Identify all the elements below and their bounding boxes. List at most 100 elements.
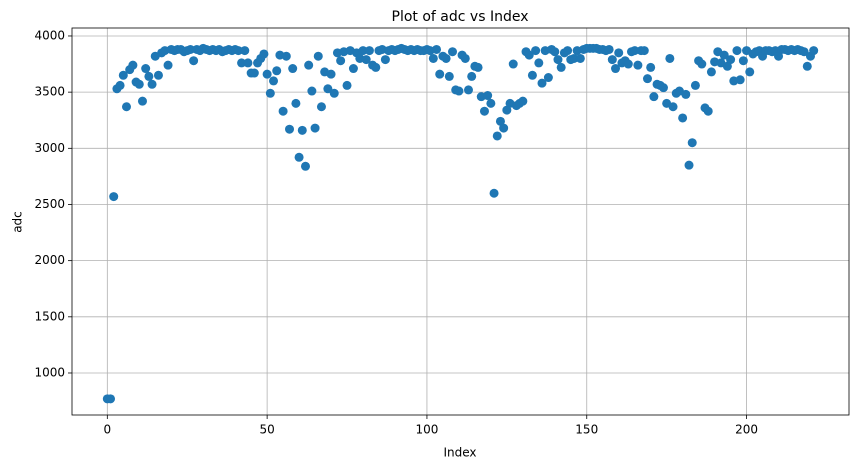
- x-tick-label: 150: [575, 423, 598, 437]
- point: [467, 71, 477, 81]
- y-tick-label: 4000: [34, 28, 65, 42]
- point: [329, 88, 339, 98]
- point: [531, 46, 541, 56]
- point: [147, 79, 157, 89]
- point: [738, 56, 748, 66]
- point: [646, 62, 656, 72]
- point: [269, 76, 279, 86]
- point: [668, 102, 678, 112]
- x-tick-label: 200: [735, 423, 758, 437]
- chart-title: Plot of adc vs Index: [392, 9, 529, 25]
- point: [569, 53, 579, 63]
- point: [364, 46, 374, 56]
- x-tick-label: 100: [415, 423, 438, 437]
- point: [380, 55, 390, 65]
- point: [534, 58, 544, 68]
- point: [527, 70, 537, 80]
- point: [604, 44, 614, 54]
- point: [473, 62, 483, 72]
- point: [809, 46, 819, 56]
- point: [144, 71, 154, 81]
- point: [697, 59, 707, 69]
- point: [719, 50, 729, 60]
- point: [278, 106, 288, 116]
- point: [607, 55, 617, 65]
- point: [304, 60, 314, 70]
- point: [342, 80, 352, 90]
- point: [575, 53, 585, 63]
- point: [326, 69, 336, 79]
- point: [358, 46, 368, 56]
- point: [665, 53, 675, 63]
- point: [106, 394, 116, 404]
- y-tick-label: 3500: [34, 85, 65, 99]
- point: [537, 78, 547, 88]
- point: [121, 102, 131, 112]
- point: [703, 106, 713, 116]
- point: [454, 86, 464, 96]
- point: [444, 71, 454, 81]
- point: [435, 69, 445, 79]
- point: [163, 60, 173, 70]
- point: [681, 89, 691, 99]
- point: [291, 98, 301, 108]
- point: [687, 138, 697, 148]
- point: [678, 113, 688, 123]
- point: [611, 64, 621, 74]
- y-tick-label: 2500: [34, 197, 65, 211]
- point: [518, 96, 528, 106]
- point: [371, 62, 381, 72]
- point: [502, 105, 512, 115]
- point: [463, 85, 473, 95]
- point: [563, 46, 573, 56]
- point: [543, 73, 553, 83]
- point: [237, 58, 247, 68]
- point: [649, 92, 659, 102]
- point: [300, 161, 310, 171]
- point: [630, 46, 640, 56]
- point: [285, 124, 295, 134]
- point: [307, 86, 317, 96]
- point: [272, 66, 282, 76]
- point: [128, 60, 138, 70]
- point: [348, 64, 358, 74]
- point: [799, 47, 809, 57]
- point: [240, 46, 250, 56]
- point: [115, 80, 125, 90]
- point: [614, 48, 624, 58]
- plot-frame: [71, 27, 850, 416]
- point: [735, 75, 745, 85]
- point: [297, 125, 307, 135]
- point: [633, 60, 643, 70]
- point: [441, 53, 451, 63]
- point: [243, 58, 253, 68]
- point: [448, 47, 458, 57]
- point: [428, 53, 438, 63]
- point: [722, 61, 732, 71]
- x-tick-label: 0: [103, 423, 111, 437]
- marks: [102, 43, 819, 404]
- point: [281, 51, 291, 61]
- point: [185, 44, 195, 54]
- point: [774, 51, 784, 61]
- point: [288, 64, 298, 74]
- point: [432, 44, 442, 54]
- point: [492, 131, 502, 141]
- point: [336, 56, 346, 66]
- point: [137, 96, 147, 106]
- point: [310, 123, 320, 133]
- point: [189, 56, 199, 66]
- y-axis-label: adc: [11, 211, 25, 233]
- point: [642, 74, 652, 84]
- point: [639, 46, 649, 56]
- point: [249, 68, 259, 78]
- x-axis-label: Index: [443, 446, 476, 460]
- point: [486, 98, 496, 108]
- y-tick-label: 1000: [34, 365, 65, 379]
- point: [118, 70, 128, 80]
- point: [553, 55, 563, 65]
- y-tick-label: 1500: [34, 309, 65, 323]
- point: [479, 106, 489, 116]
- point: [684, 160, 694, 170]
